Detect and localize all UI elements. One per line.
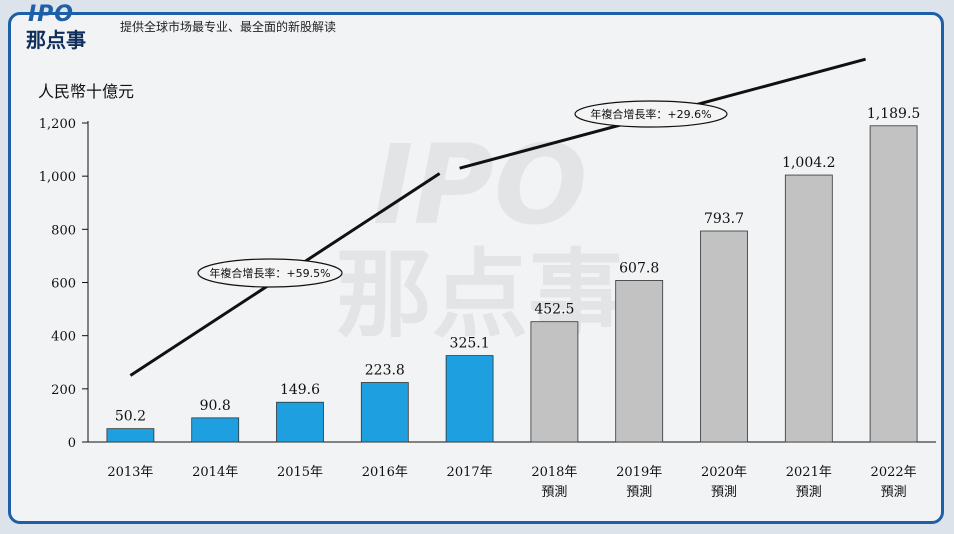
x-category-label: 2016年 <box>362 465 408 480</box>
cagr-annotation-ellipse <box>574 100 728 128</box>
logo-cn-text: 那点事 <box>26 28 86 52</box>
x-category-label: 2018年 <box>531 465 577 480</box>
x-category-label: 2014年 <box>192 465 238 480</box>
x-category-label: 2020年 <box>701 465 747 480</box>
x-category-label: 2022年 <box>871 465 917 480</box>
x-category-label: 預測 <box>711 485 737 500</box>
y-tick-label: 1,200 <box>39 117 76 132</box>
bar <box>700 230 748 443</box>
x-category-label: 2019年 <box>616 465 662 480</box>
bar <box>530 321 579 443</box>
cagr-annotation-text: 年複合增長率：+59.5% <box>209 266 330 280</box>
cagr-annotation-ellipse <box>197 258 343 288</box>
y-tick-label: 600 <box>51 277 76 292</box>
x-category-label: 2021年 <box>786 465 832 480</box>
bar-value-label: 223.8 <box>365 363 405 379</box>
x-category-label: 預測 <box>796 485 822 500</box>
bar <box>106 428 155 443</box>
y-tick-label: 1,000 <box>39 170 76 185</box>
bar <box>784 174 833 443</box>
ipo-logo: IPO 那点事 <box>22 2 112 52</box>
header-tagline: 提供全球市场最专业、最全面的新股解读 <box>120 20 337 34</box>
y-tick-label: 0 <box>68 436 76 451</box>
bar <box>276 401 324 443</box>
x-category-label: 預測 <box>881 485 907 500</box>
x-category-label: 預測 <box>626 485 652 500</box>
bar-value-label: 50.2 <box>115 409 146 425</box>
x-category-label: 2017年 <box>447 465 493 480</box>
logo-ipo-text: IPO <box>28 2 75 27</box>
y-unit-label: 人民幣十億元 <box>38 82 135 101</box>
bar-value-label: 1,004.2 <box>782 155 835 171</box>
bar-value-label: 1,189.5 <box>867 106 920 122</box>
y-tick-label: 200 <box>51 383 76 398</box>
x-category-label: 2013年 <box>107 465 153 480</box>
y-tick-label: 400 <box>51 330 76 345</box>
bar-value-label: 793.7 <box>704 211 744 227</box>
bar-value-label: 452.5 <box>534 302 574 318</box>
cagr-annotation-text: 年複合增長率：+29.6% <box>590 107 711 121</box>
bar-value-label: 149.6 <box>280 382 320 398</box>
bar <box>445 355 494 443</box>
bar-value-label: 325.1 <box>450 336 490 352</box>
y-tick-label: 800 <box>51 223 76 238</box>
bar <box>869 125 918 443</box>
bar <box>360 382 409 443</box>
x-category-label: 2015年 <box>277 465 323 480</box>
bar-value-label: 607.8 <box>619 260 659 276</box>
bar-value-label: 90.8 <box>200 398 231 414</box>
x-category-label: 預測 <box>541 485 567 500</box>
bar <box>191 417 240 443</box>
bar <box>615 280 664 443</box>
